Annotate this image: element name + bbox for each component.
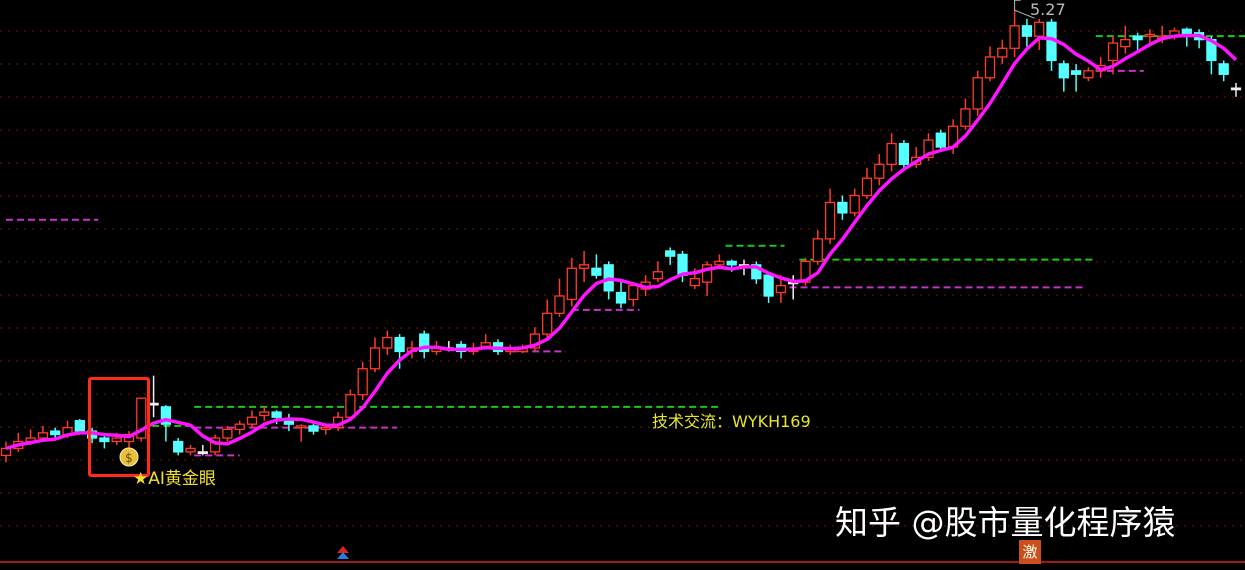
- candle-body: [369, 347, 381, 370]
- candle-body: [259, 411, 270, 417]
- candle-body: [197, 451, 208, 455]
- candle-body: [50, 430, 61, 436]
- candle-body: [160, 406, 172, 425]
- badge-icon[interactable]: 激: [1019, 540, 1041, 564]
- candle-body: [652, 271, 664, 280]
- candle-body: [234, 423, 245, 431]
- candle-body: [37, 432, 49, 439]
- candle-body: [984, 56, 996, 79]
- candle-body: [1132, 35, 1143, 41]
- moving-average-line: [5, 33, 1238, 451]
- up-arrow-icon: [337, 552, 349, 559]
- candle-body: [689, 278, 700, 287]
- candle-body: [554, 295, 565, 314]
- candle-body: [1230, 87, 1242, 91]
- candle-body: [1070, 70, 1082, 75]
- candle-body: [357, 368, 368, 396]
- candle-body: [751, 264, 762, 280]
- candle-body: [1009, 25, 1020, 49]
- candle-body: [615, 291, 627, 304]
- candle-body: [960, 108, 971, 127]
- candle-body: [849, 194, 860, 214]
- candle-body: [972, 77, 983, 110]
- signal-highlight-box: [88, 377, 150, 477]
- candle-body: [542, 312, 553, 335]
- candle-body: [111, 437, 122, 443]
- candle-body: [345, 394, 356, 418]
- candle-body: [837, 201, 848, 214]
- candle-body: [1058, 63, 1069, 79]
- candle-body: [812, 238, 823, 263]
- candle-body: [1120, 38, 1131, 48]
- candle-body: [665, 250, 676, 257]
- candle-body: [0, 447, 12, 457]
- candle-body: [1218, 63, 1229, 75]
- candle-body: [1083, 70, 1094, 79]
- candle-body: [296, 425, 307, 429]
- candle-body: [99, 437, 110, 443]
- candle-body: [714, 260, 725, 266]
- candle-body: [997, 47, 1008, 58]
- candle-body: [222, 428, 233, 439]
- candle-body: [419, 333, 430, 353]
- candle-body: [886, 142, 897, 166]
- candle-body: [148, 402, 159, 406]
- candle-body: [898, 142, 910, 166]
- candle-body: [136, 397, 147, 439]
- up-arrow-icon: [337, 546, 349, 553]
- watermark: 知乎 @股市量化程序猿: [835, 503, 1176, 542]
- candle-body: [382, 336, 393, 349]
- candle-body: [763, 274, 774, 297]
- candle-body: [775, 284, 787, 294]
- candle-body: [1021, 25, 1033, 37]
- money-bag-icon: [119, 447, 139, 467]
- high-price-label: 5.27: [1030, 0, 1066, 19]
- ai-golden-eye-signal: ★AI黄金眼: [133, 469, 216, 489]
- candle-body: [320, 426, 331, 431]
- money-bag-icon: $: [125, 451, 133, 465]
- candle-body: [874, 163, 885, 179]
- candle-body: [824, 201, 836, 240]
- candle-body: [1144, 33, 1156, 37]
- candle-body: [701, 264, 713, 283]
- candle-body: [1107, 42, 1119, 62]
- candle-body: [1034, 21, 1045, 37]
- candle-body: [923, 139, 934, 159]
- candle-body: [726, 260, 737, 266]
- candle-body: [578, 264, 590, 269]
- candle-body: [529, 333, 541, 349]
- candle-body: [246, 416, 258, 425]
- contact-annotation: 技术交流：WYKH169: [652, 412, 811, 431]
- candle-body: [74, 420, 85, 432]
- candle-body: [566, 267, 577, 301]
- candle-body: [591, 267, 602, 276]
- candle-body: [628, 284, 639, 301]
- high-marker-line: [1014, 0, 1035, 19]
- candle-body: [480, 342, 491, 347]
- candle-body: [271, 411, 282, 418]
- candle-body: [394, 336, 405, 353]
- candle-body: [185, 447, 196, 453]
- candle-body: [308, 425, 319, 432]
- candle-body: [173, 440, 184, 453]
- candle-body: [935, 132, 946, 148]
- candle-body: [861, 177, 873, 197]
- candle-body: [283, 420, 295, 425]
